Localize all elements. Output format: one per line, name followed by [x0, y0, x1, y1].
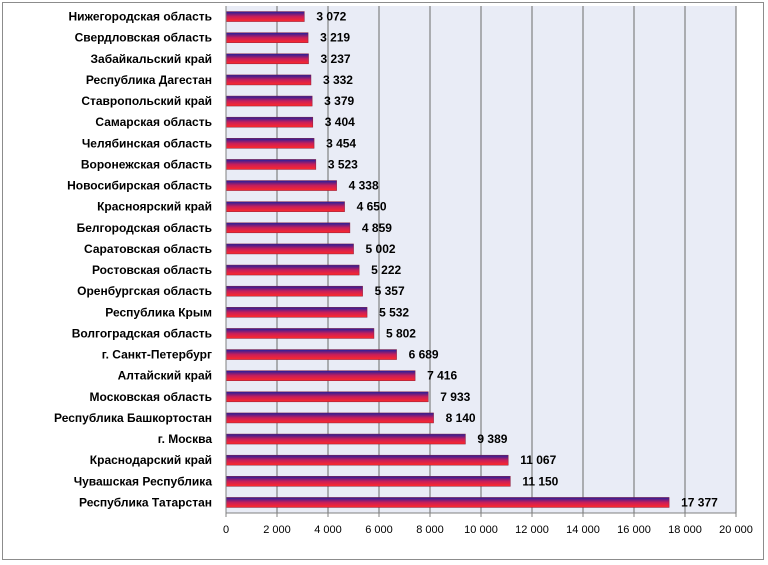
- bar: [225, 180, 337, 191]
- category-label: Республика Дагестан: [86, 73, 212, 87]
- bar: [225, 222, 351, 234]
- x-tick-label: 18 000: [668, 524, 702, 536]
- category-label: Ставропольский край: [81, 94, 212, 108]
- category-label: Республика Крым: [105, 305, 212, 319]
- bar: [225, 53, 309, 65]
- category-label: Свердловская область: [75, 31, 212, 45]
- value-label: 5 532: [379, 305, 409, 319]
- bar: [225, 391, 429, 403]
- bar: [225, 116, 314, 128]
- bar: [225, 454, 509, 466]
- bar: [225, 243, 354, 255]
- bar: [225, 138, 315, 149]
- value-label: 4 338: [349, 179, 379, 193]
- bar: [225, 307, 368, 318]
- category-label: Республика Татарстан: [79, 495, 212, 509]
- value-label: 5 002: [366, 242, 396, 256]
- category-label: Забайкальский край: [91, 52, 213, 66]
- category-label: Чувашская Республика: [74, 474, 213, 488]
- bar: [225, 264, 360, 276]
- x-tick-label: 14 000: [566, 524, 600, 536]
- value-label: 7 416: [427, 369, 457, 383]
- bar: [225, 159, 317, 170]
- value-label: 3 404: [325, 115, 355, 129]
- value-labels: 3 072 3 219 3 237 3 332 3 379 3 404 3 454 3 523…: [316, 10, 718, 510]
- bar: [225, 95, 313, 107]
- bar: [225, 349, 397, 360]
- value-label: 11 067: [520, 453, 556, 467]
- value-label: 3 237: [321, 52, 351, 66]
- x-tick-label: 20 000: [719, 524, 753, 536]
- category-labels: Нижегородская область Свердловская област…: [54, 10, 212, 510]
- value-label: 7 933: [440, 390, 470, 404]
- value-label: 4 650: [357, 200, 387, 214]
- value-label: 6 689: [409, 348, 439, 362]
- category-label: Воронежская область: [81, 157, 212, 171]
- category-label: Саратовская область: [84, 242, 212, 256]
- bar: [225, 32, 309, 43]
- x-axis-ticks: 0 2 000 4 000 6 000 8 000 10 000 12 000 14 000 1…: [223, 513, 753, 536]
- bar: [225, 476, 511, 487]
- value-label: 9 389: [477, 432, 507, 446]
- value-label: 11 150: [522, 474, 558, 488]
- category-label: Белгородская область: [77, 221, 212, 235]
- category-label: Ростовская область: [92, 263, 212, 277]
- x-tick-label: 8 000: [416, 524, 444, 536]
- value-label: 8 140: [446, 411, 476, 425]
- category-label: Московская область: [90, 390, 212, 404]
- value-label: 5 357: [375, 284, 405, 298]
- bar: [225, 497, 670, 508]
- value-label: 4 859: [362, 221, 392, 235]
- category-label: Оренбургская область: [77, 284, 212, 298]
- category-label: Челябинская область: [82, 136, 212, 150]
- gridlines: [276, 6, 737, 513]
- bar: [225, 412, 434, 424]
- x-tick-label: 16 000: [617, 524, 651, 536]
- x-tick-label: 4 000: [314, 524, 342, 536]
- value-label: 5 222: [371, 263, 401, 277]
- category-label: г. Москва: [158, 432, 213, 446]
- value-label: 17 377: [681, 495, 718, 509]
- bar: [225, 328, 375, 339]
- category-label: Новосибирская область: [67, 179, 212, 193]
- value-label: 3 454: [326, 136, 356, 150]
- bar: [225, 285, 363, 297]
- x-tick-label: 6 000: [365, 524, 393, 536]
- category-label: Красноярский край: [97, 200, 212, 214]
- category-label: Нижегородская область: [68, 10, 212, 24]
- bar: [225, 74, 312, 86]
- value-label: 3 379: [324, 94, 354, 108]
- value-label: 3 219: [320, 31, 350, 45]
- x-tick-label: 2 000: [263, 524, 291, 536]
- bar: [225, 433, 466, 445]
- category-label: Краснодарский край: [90, 453, 212, 467]
- value-label: 5 802: [386, 326, 416, 340]
- category-label: Республика Башкортостан: [54, 411, 212, 425]
- category-label: Волгоградская область: [72, 326, 212, 340]
- value-label: 3 332: [323, 73, 353, 87]
- value-label: 3 523: [328, 157, 358, 171]
- x-tick-label: 12 000: [515, 524, 549, 536]
- category-label: г. Санкт-Петербург: [102, 348, 212, 362]
- bar: [225, 370, 416, 381]
- x-tick-label: 0: [223, 524, 229, 536]
- category-label: Алтайский край: [118, 369, 212, 383]
- value-label: 3 072: [316, 10, 346, 24]
- x-tick-label: 10 000: [464, 524, 498, 536]
- bar: [225, 11, 305, 22]
- category-label: Самарская область: [95, 115, 212, 129]
- bar: [225, 201, 345, 212]
